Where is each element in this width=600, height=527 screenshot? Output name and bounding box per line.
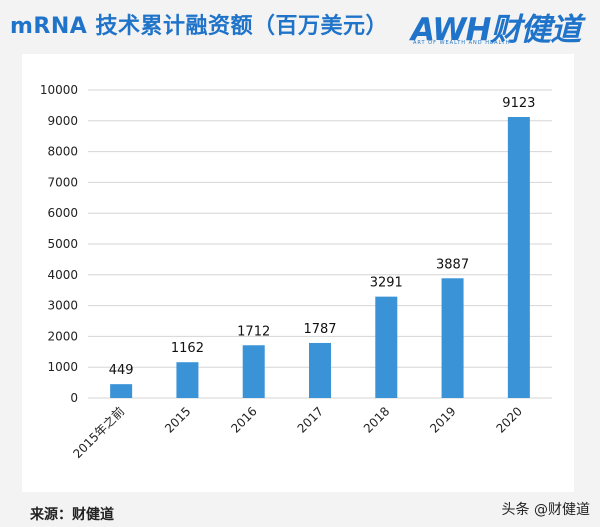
data-label: 3887: [436, 257, 469, 272]
bar: [242, 345, 265, 398]
data-label: 449: [109, 363, 134, 378]
y-tick-label: 4000: [47, 268, 78, 282]
x-tick-label: 2019: [427, 404, 458, 435]
x-tick-label: 2018: [361, 404, 392, 435]
bar: [441, 278, 464, 398]
y-tick-label: 2000: [47, 329, 78, 343]
y-tick-label: 7000: [47, 175, 78, 189]
source-note: 来源：财健道: [30, 507, 114, 523]
chart-panel: 0 1000 2000 3000 4000 5000 6000 7000 8000 9000 100…: [22, 54, 574, 492]
data-label: 1162: [171, 341, 204, 356]
y-tick-label: 8000: [47, 145, 78, 159]
y-tick-label: 10000: [40, 83, 78, 97]
x-tick-label: 2015年之前: [70, 404, 128, 462]
y-tick-label: 5000: [47, 237, 78, 251]
x-tick-label: 2016: [228, 404, 259, 435]
bar: [110, 384, 133, 398]
bar: [309, 342, 331, 398]
y-tick-label: 3000: [47, 299, 78, 313]
chart-title: mRNA 技术累计融资额（百万美元）: [10, 14, 388, 39]
watermark: 头条 @财健道: [501, 502, 590, 518]
bar-chart: 0 1000 2000 3000 4000 5000 6000 7000 8000 9000 100…: [40, 83, 552, 462]
data-label: 1787: [303, 322, 336, 337]
y-tick-label: 1000: [47, 360, 78, 374]
data-label: 9123: [502, 96, 535, 111]
brand-logo: AWH财健道 ART OF WEALTH AND HEALTH: [411, 4, 586, 48]
logo-text: AWH财健道: [411, 12, 581, 48]
y-tick-label: 9000: [47, 114, 78, 128]
bar: [176, 362, 199, 398]
x-tick-label: 2017: [295, 404, 326, 435]
x-tick-label: 2015: [162, 404, 193, 435]
data-label: 3291: [370, 276, 403, 291]
y-tick-label: 0: [70, 391, 78, 405]
data-label: 1712: [237, 324, 270, 339]
y-tick-label: 6000: [47, 206, 78, 220]
bar: [507, 117, 530, 398]
logo-subtext: ART OF WEALTH AND HEALTH: [413, 40, 511, 46]
x-tick-label: 2020: [493, 404, 524, 435]
bar: [375, 296, 398, 398]
